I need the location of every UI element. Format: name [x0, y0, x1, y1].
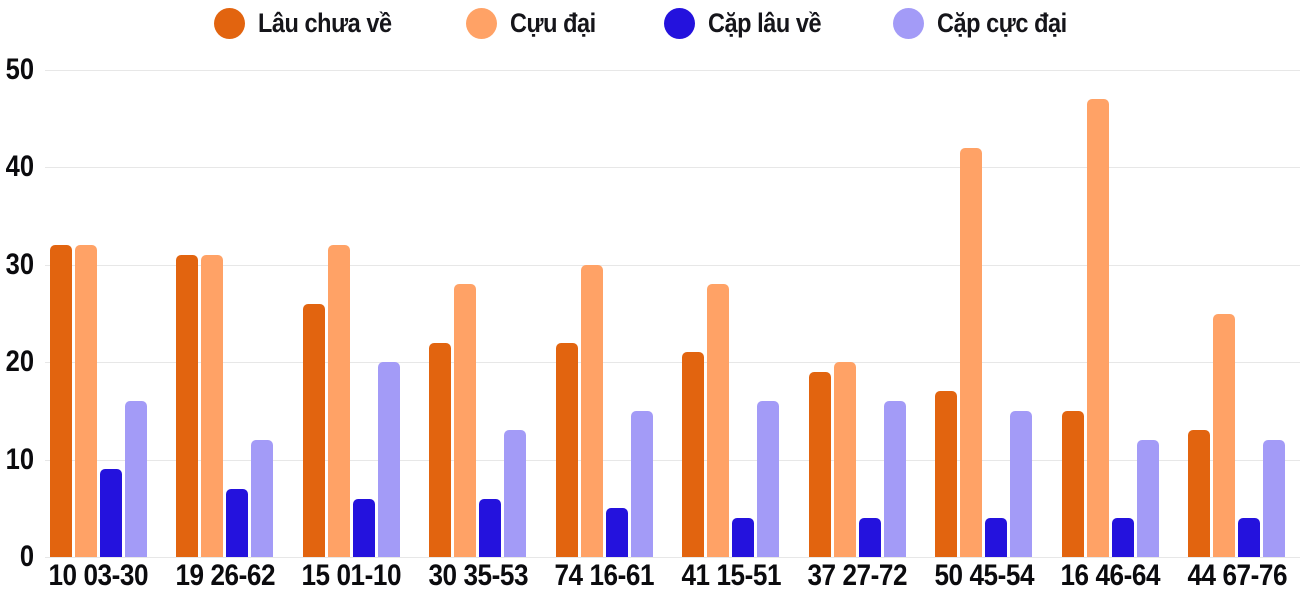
bar-group-7	[794, 70, 921, 557]
bar-series-3-group-1[interactable]	[99, 469, 122, 557]
bar-series-4-group-4[interactable]	[504, 430, 527, 557]
y-tick-label-0: 0	[19, 540, 34, 573]
bar-series-1-group-8[interactable]	[935, 391, 958, 557]
x-tick-label-10: 44 67-76	[1186, 559, 1287, 592]
bar-group-5	[541, 70, 668, 557]
bar-series-3-group-10[interactable]	[1238, 518, 1261, 557]
bar-series-2-group-3[interactable]	[327, 245, 350, 557]
legend-swatch-circle	[664, 7, 695, 39]
gridline-y-30	[45, 264, 1300, 266]
bar-group-8	[921, 70, 1048, 557]
bar-series-3-group-5[interactable]	[605, 508, 628, 557]
legend-swatch-circle	[466, 7, 498, 39]
bar-series-4-group-1[interactable]	[124, 401, 147, 557]
bar-series-1-group-7[interactable]	[808, 371, 831, 557]
x-axis-labels: 10 03-30 19 26-62 15 01-10 30 35-53 74 16-61…	[35, 560, 1300, 592]
gridline-y-40	[45, 167, 1300, 169]
legend-item-series-2[interactable]: Cựu đại	[466, 7, 609, 39]
bar-series-4-group-7[interactable]	[883, 401, 906, 557]
y-tick-label-50: 50	[5, 53, 34, 86]
bar-group-6	[668, 70, 795, 557]
bar-series-1-group-6[interactable]	[682, 352, 705, 557]
gridline-y-20	[45, 362, 1300, 364]
bar-series-2-group-9[interactable]	[1086, 99, 1109, 557]
bar-series-2-group-2[interactable]	[201, 255, 224, 557]
legend-swatch-circle	[893, 7, 925, 39]
bar-group-9	[1047, 70, 1174, 557]
bar-series-1-group-3[interactable]	[302, 303, 325, 557]
legend-label: Cặp cực đại	[937, 7, 1067, 38]
bar-series-4-group-5[interactable]	[630, 410, 653, 557]
legend-label: Cựu đại	[510, 7, 597, 38]
bar-series-2-group-7[interactable]	[833, 362, 856, 557]
x-tick-label-1: 10 03-30	[48, 559, 149, 592]
bar-series-4-group-6[interactable]	[757, 401, 780, 557]
legend-item-series-1[interactable]: Lâu chưa về	[213, 7, 412, 39]
x-tick-label-6: 41 15-51	[680, 559, 781, 592]
bar-series-1-group-5[interactable]	[555, 342, 578, 557]
y-tick-label-10: 10	[5, 442, 34, 476]
x-tick-label-8: 50 45-54	[933, 559, 1034, 592]
bar-series-1-group-10[interactable]	[1188, 430, 1211, 557]
x-tick-label-4: 30 35-53	[427, 559, 528, 592]
bar-series-3-group-8[interactable]	[985, 518, 1008, 557]
bar-group-10	[1174, 70, 1300, 557]
bar-group-1	[35, 70, 162, 557]
bar-series-2-group-5[interactable]	[580, 264, 603, 557]
bar-group-4	[415, 70, 542, 557]
legend-swatch-circle	[213, 7, 245, 39]
bar-series-3-group-6[interactable]	[732, 518, 755, 557]
bar-series-3-group-7[interactable]	[858, 518, 881, 557]
bar-series-4-group-10[interactable]	[1263, 440, 1286, 557]
x-tick-label-3: 15 01-10	[301, 559, 402, 592]
chart-legend: Lâu chưa về Cựu đại Cặp lâu về Cặp cực đại	[0, 2, 1300, 44]
bar-series-3-group-3[interactable]	[352, 498, 375, 557]
bar-series-1-group-2[interactable]	[176, 255, 199, 557]
bar-series-4-group-2[interactable]	[251, 440, 274, 557]
y-tick-label-40: 40	[5, 150, 34, 184]
x-tick-label-2: 19 26-62	[174, 559, 275, 592]
x-tick-label-5: 74 16-61	[554, 559, 655, 592]
bar-series-3-group-4[interactable]	[479, 498, 502, 557]
gridlines	[45, 70, 1300, 558]
bar-series-1-group-1[interactable]	[49, 245, 72, 557]
bar-group-2	[162, 70, 289, 557]
bar-series-3-group-2[interactable]	[226, 488, 249, 557]
bar-series-2-group-1[interactable]	[74, 245, 97, 557]
bar-series-2-group-8[interactable]	[960, 147, 983, 557]
bar-series-2-group-4[interactable]	[454, 284, 477, 557]
gridline-y-10	[45, 459, 1300, 461]
legend-item-series-3[interactable]: Cặp lâu về	[664, 7, 838, 39]
bar-series-4-group-3[interactable]	[377, 362, 400, 557]
gridline-y-0	[45, 557, 1300, 558]
bar-series-4-group-9[interactable]	[1136, 440, 1159, 557]
legend-item-series-4[interactable]: Cặp cực đại	[893, 7, 1086, 39]
y-tick-label-20: 20	[5, 345, 34, 379]
bar-group-3	[288, 70, 415, 557]
y-tick-label-30: 30	[5, 247, 34, 281]
gridline-y-50	[45, 70, 1300, 71]
bar-groups	[35, 70, 1300, 557]
bar-series-1-group-9[interactable]	[1061, 410, 1084, 557]
bar-series-3-group-9[interactable]	[1111, 518, 1134, 557]
bar-series-1-group-4[interactable]	[429, 342, 452, 557]
bar-series-2-group-10[interactable]	[1213, 313, 1236, 557]
bar-series-2-group-6[interactable]	[707, 284, 730, 557]
legend-label: Lâu chưa về	[257, 7, 392, 38]
x-tick-label-9: 16 46-64	[1060, 559, 1161, 592]
bar-series-4-group-8[interactable]	[1010, 410, 1033, 557]
legend-label: Cặp lâu về	[708, 7, 822, 38]
x-tick-label-7: 37 27-72	[807, 559, 908, 592]
